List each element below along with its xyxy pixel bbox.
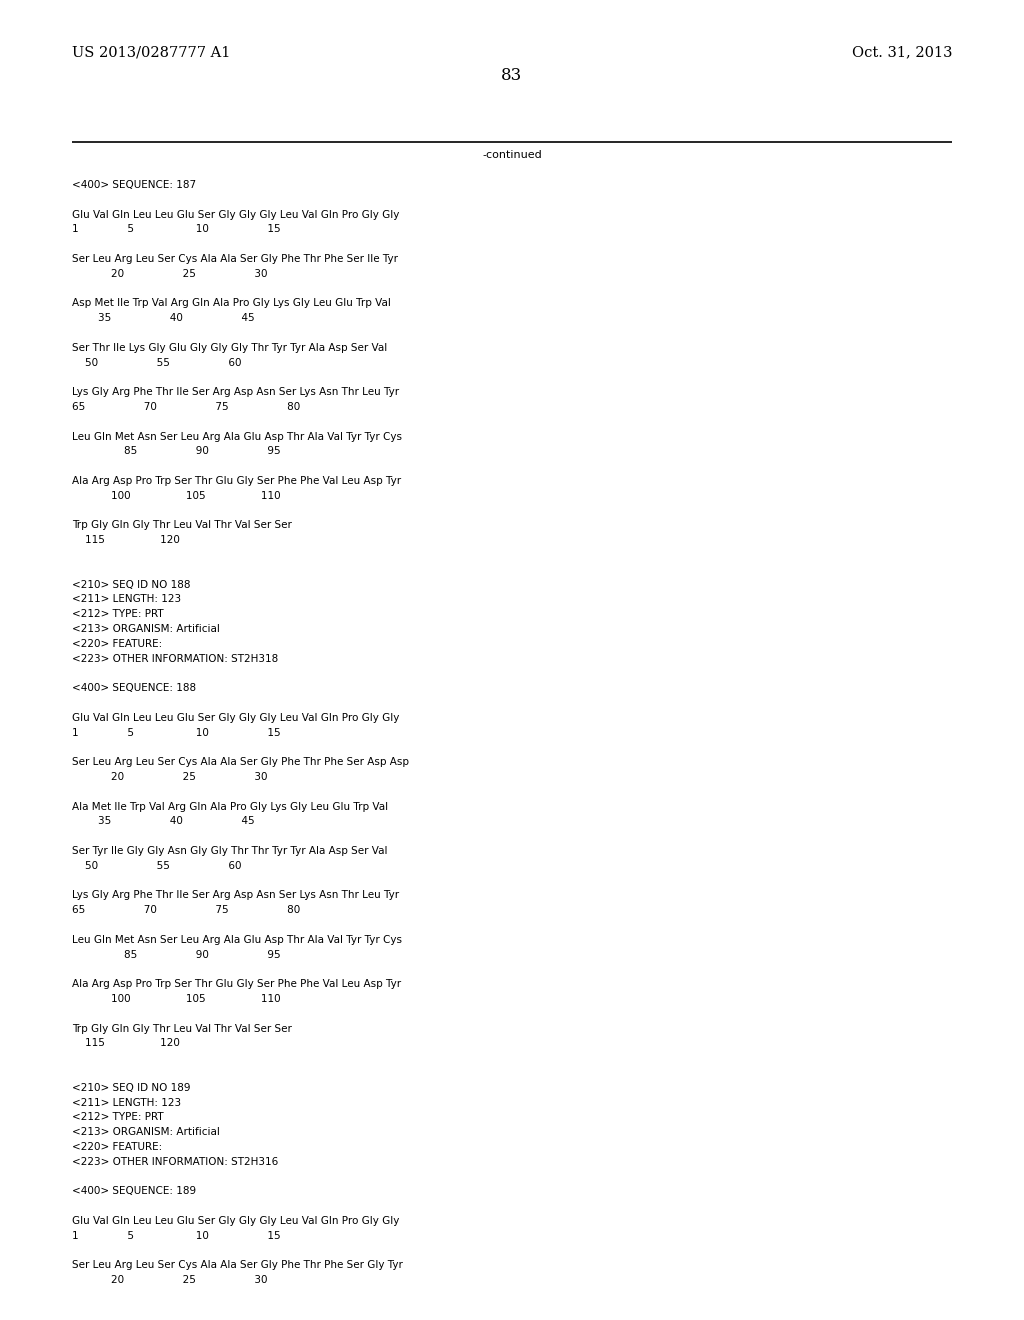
Text: <212> TYPE: PRT: <212> TYPE: PRT: [72, 610, 164, 619]
Text: 100                 105                 110: 100 105 110: [72, 491, 281, 500]
Text: 85                  90                  95: 85 90 95: [72, 949, 281, 960]
Text: Ala Met Ile Trp Val Arg Gln Ala Pro Gly Lys Gly Leu Glu Trp Val: Ala Met Ile Trp Val Arg Gln Ala Pro Gly …: [72, 801, 388, 812]
Text: 50                  55                  60: 50 55 60: [72, 861, 242, 871]
Text: 115                 120: 115 120: [72, 535, 180, 545]
Text: 20                  25                  30: 20 25 30: [72, 772, 267, 781]
Text: Leu Gln Met Asn Ser Leu Arg Ala Glu Asp Thr Ala Val Tyr Tyr Cys: Leu Gln Met Asn Ser Leu Arg Ala Glu Asp …: [72, 432, 402, 442]
Text: Ala Arg Asp Pro Trp Ser Thr Glu Gly Ser Phe Phe Val Leu Asp Tyr: Ala Arg Asp Pro Trp Ser Thr Glu Gly Ser …: [72, 477, 401, 486]
Text: US 2013/0287777 A1: US 2013/0287777 A1: [72, 45, 230, 59]
Text: 1               5                   10                  15: 1 5 10 15: [72, 727, 281, 738]
Text: 20                  25                  30: 20 25 30: [72, 1275, 267, 1286]
Text: 20                  25                  30: 20 25 30: [72, 269, 267, 279]
Text: <213> ORGANISM: Artificial: <213> ORGANISM: Artificial: [72, 624, 220, 634]
Text: Glu Val Gln Leu Leu Glu Ser Gly Gly Gly Leu Val Gln Pro Gly Gly: Glu Val Gln Leu Leu Glu Ser Gly Gly Gly …: [72, 210, 399, 219]
Text: <223> OTHER INFORMATION: ST2H316: <223> OTHER INFORMATION: ST2H316: [72, 1156, 279, 1167]
Text: 100                 105                 110: 100 105 110: [72, 994, 281, 1005]
Text: <400> SEQUENCE: 187: <400> SEQUENCE: 187: [72, 180, 197, 190]
Text: 83: 83: [502, 67, 522, 84]
Text: Trp Gly Gln Gly Thr Leu Val Thr Val Ser Ser: Trp Gly Gln Gly Thr Leu Val Thr Val Ser …: [72, 1023, 292, 1034]
Text: <223> OTHER INFORMATION: ST2H318: <223> OTHER INFORMATION: ST2H318: [72, 653, 279, 664]
Text: -continued: -continued: [482, 150, 542, 160]
Text: Ala Arg Asp Pro Trp Ser Thr Glu Gly Ser Phe Phe Val Leu Asp Tyr: Ala Arg Asp Pro Trp Ser Thr Glu Gly Ser …: [72, 979, 401, 989]
Text: Trp Gly Gln Gly Thr Leu Val Thr Val Ser Ser: Trp Gly Gln Gly Thr Leu Val Thr Val Ser …: [72, 520, 292, 531]
Text: <400> SEQUENCE: 189: <400> SEQUENCE: 189: [72, 1187, 197, 1196]
Text: 115                 120: 115 120: [72, 1039, 180, 1048]
Text: Ser Leu Arg Leu Ser Cys Ala Ala Ser Gly Phe Thr Phe Ser Gly Tyr: Ser Leu Arg Leu Ser Cys Ala Ala Ser Gly …: [72, 1261, 402, 1270]
Text: Lys Gly Arg Phe Thr Ile Ser Arg Asp Asn Ser Lys Asn Thr Leu Tyr: Lys Gly Arg Phe Thr Ile Ser Arg Asp Asn …: [72, 891, 399, 900]
Text: 1               5                   10                  15: 1 5 10 15: [72, 1230, 281, 1241]
Text: Lys Gly Arg Phe Thr Ile Ser Arg Asp Asn Ser Lys Asn Thr Leu Tyr: Lys Gly Arg Phe Thr Ile Ser Arg Asp Asn …: [72, 387, 399, 397]
Text: <210> SEQ ID NO 188: <210> SEQ ID NO 188: [72, 579, 190, 590]
Text: <400> SEQUENCE: 188: <400> SEQUENCE: 188: [72, 684, 197, 693]
Text: <213> ORGANISM: Artificial: <213> ORGANISM: Artificial: [72, 1127, 220, 1138]
Text: <210> SEQ ID NO 189: <210> SEQ ID NO 189: [72, 1082, 190, 1093]
Text: <220> FEATURE:: <220> FEATURE:: [72, 639, 162, 649]
Text: <220> FEATURE:: <220> FEATURE:: [72, 1142, 162, 1152]
Text: Ser Thr Ile Lys Gly Glu Gly Gly Gly Thr Tyr Tyr Ala Asp Ser Val: Ser Thr Ile Lys Gly Glu Gly Gly Gly Thr …: [72, 343, 387, 352]
Text: Oct. 31, 2013: Oct. 31, 2013: [852, 45, 952, 59]
Text: 35                  40                  45: 35 40 45: [72, 313, 255, 323]
Text: Ser Leu Arg Leu Ser Cys Ala Ala Ser Gly Phe Thr Phe Ser Ile Tyr: Ser Leu Arg Leu Ser Cys Ala Ala Ser Gly …: [72, 253, 398, 264]
Text: <211> LENGTH: 123: <211> LENGTH: 123: [72, 1098, 181, 1107]
Text: Glu Val Gln Leu Leu Glu Ser Gly Gly Gly Leu Val Gln Pro Gly Gly: Glu Val Gln Leu Leu Glu Ser Gly Gly Gly …: [72, 713, 399, 723]
Text: Leu Gln Met Asn Ser Leu Arg Ala Glu Asp Thr Ala Val Tyr Tyr Cys: Leu Gln Met Asn Ser Leu Arg Ala Glu Asp …: [72, 935, 402, 945]
Text: 85                  90                  95: 85 90 95: [72, 446, 281, 457]
Text: <212> TYPE: PRT: <212> TYPE: PRT: [72, 1113, 164, 1122]
Text: Ser Tyr Ile Gly Gly Asn Gly Gly Thr Thr Tyr Tyr Ala Asp Ser Val: Ser Tyr Ile Gly Gly Asn Gly Gly Thr Thr …: [72, 846, 387, 855]
Text: 50                  55                  60: 50 55 60: [72, 358, 242, 367]
Text: Glu Val Gln Leu Leu Glu Ser Gly Gly Gly Leu Val Gln Pro Gly Gly: Glu Val Gln Leu Leu Glu Ser Gly Gly Gly …: [72, 1216, 399, 1226]
Text: 65                  70                  75                  80: 65 70 75 80: [72, 906, 300, 915]
Text: Asp Met Ile Trp Val Arg Gln Ala Pro Gly Lys Gly Leu Glu Trp Val: Asp Met Ile Trp Val Arg Gln Ala Pro Gly …: [72, 298, 391, 309]
Text: 65                  70                  75                  80: 65 70 75 80: [72, 403, 300, 412]
Text: Ser Leu Arg Leu Ser Cys Ala Ala Ser Gly Phe Thr Phe Ser Asp Asp: Ser Leu Arg Leu Ser Cys Ala Ala Ser Gly …: [72, 758, 409, 767]
Text: 1               5                   10                  15: 1 5 10 15: [72, 224, 281, 235]
Text: <211> LENGTH: 123: <211> LENGTH: 123: [72, 594, 181, 605]
Text: 35                  40                  45: 35 40 45: [72, 816, 255, 826]
